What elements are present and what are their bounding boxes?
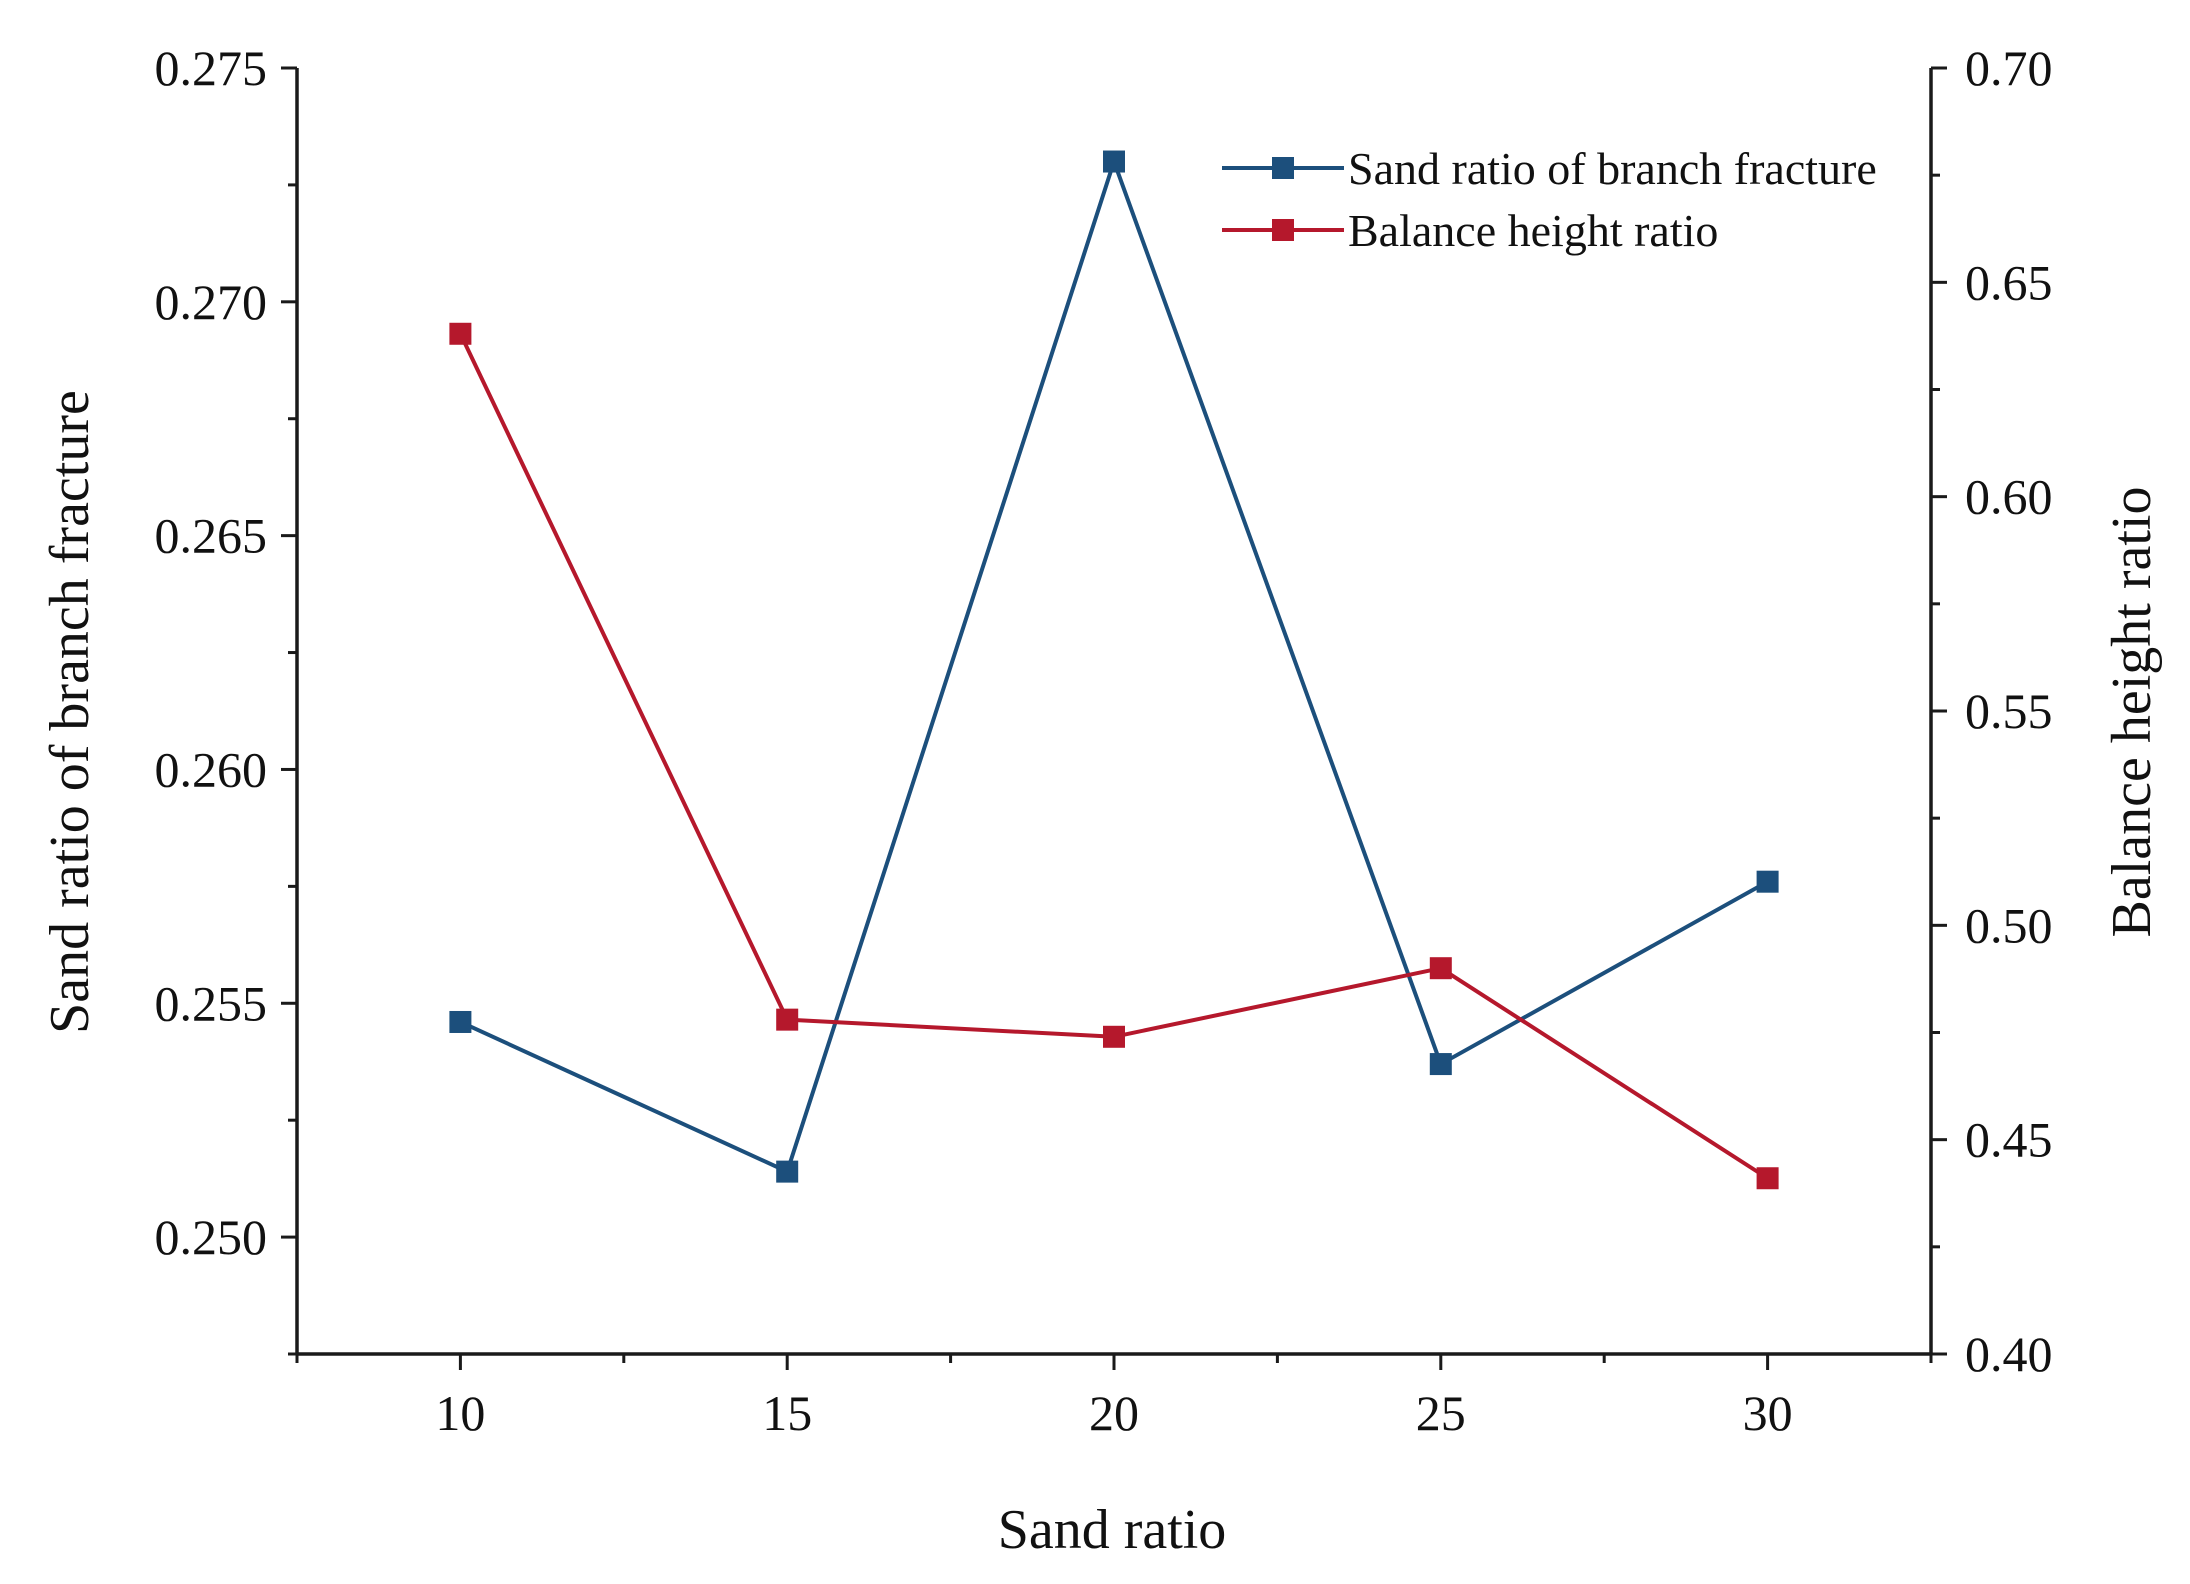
y-right-tick-label: 0.70 [1965,40,2053,96]
y-left-tick-label: 0.265 [155,508,268,564]
y-right-tick-label: 0.60 [1965,469,2053,525]
x-axis-title: Sand ratio [998,1499,1227,1561]
legend-marker-balance-height [1272,219,1294,241]
balance-height-data-point [449,322,472,345]
branch-fracture-data-point [1756,870,1779,893]
legend-label-branch-fracture: Sand ratio of branch fracture [1348,143,1877,194]
x-tick-label: 30 [1743,1385,1793,1441]
x-tick-label: 15 [762,1385,812,1441]
legend: Sand ratio of branch fracture Balance hei… [1222,143,1877,256]
balance-height-data-point [1429,957,1452,980]
legend-marker-branch-fracture [1272,157,1294,179]
balance-height-data-point [1756,1167,1779,1190]
balance-height-series-line [458,332,1769,1180]
series-layer [449,150,1779,1190]
branch-fracture-data-point [449,1010,472,1033]
x-tick-label: 25 [1416,1385,1466,1441]
y-left-tick-label: 0.250 [155,1209,268,1265]
branch-fracture-data-point [1429,1053,1452,1076]
y-right-axis-title: Balance height ratio [2101,487,2163,938]
branch-fracture-series-line [459,159,1769,1174]
y-right-tick-label: 0.55 [1965,683,2053,739]
legend-label-balance-height: Balance height ratio [1348,205,1718,256]
axes: 10 15 20 25 30 0.250 0.255 0.260 0.265 0.270 0.275… [155,40,2053,1441]
y-right-tick-label: 0.50 [1965,897,2053,953]
y-right-tick-label: 0.65 [1965,254,2053,310]
y-right-tick-label: 0.45 [1965,1112,2053,1168]
y-right-tick-label: 0.40 [1965,1326,2053,1382]
y-left-axis-title: Sand ratio of branch fracture [39,390,101,1034]
y-left-tick-label: 0.270 [155,274,268,330]
y-left-tick-label: 0.260 [155,741,268,797]
x-tick-label: 20 [1089,1385,1139,1441]
branch-fracture-data-point [776,1160,799,1183]
balance-height-data-point [1103,1025,1125,1048]
x-tick-label: 10 [435,1385,485,1441]
branch-fracture-data-point [1103,150,1125,173]
y-left-tick-label: 0.255 [155,975,268,1031]
balance-height-data-point [776,1008,799,1031]
y-left-tick-label: 0.275 [155,40,268,96]
